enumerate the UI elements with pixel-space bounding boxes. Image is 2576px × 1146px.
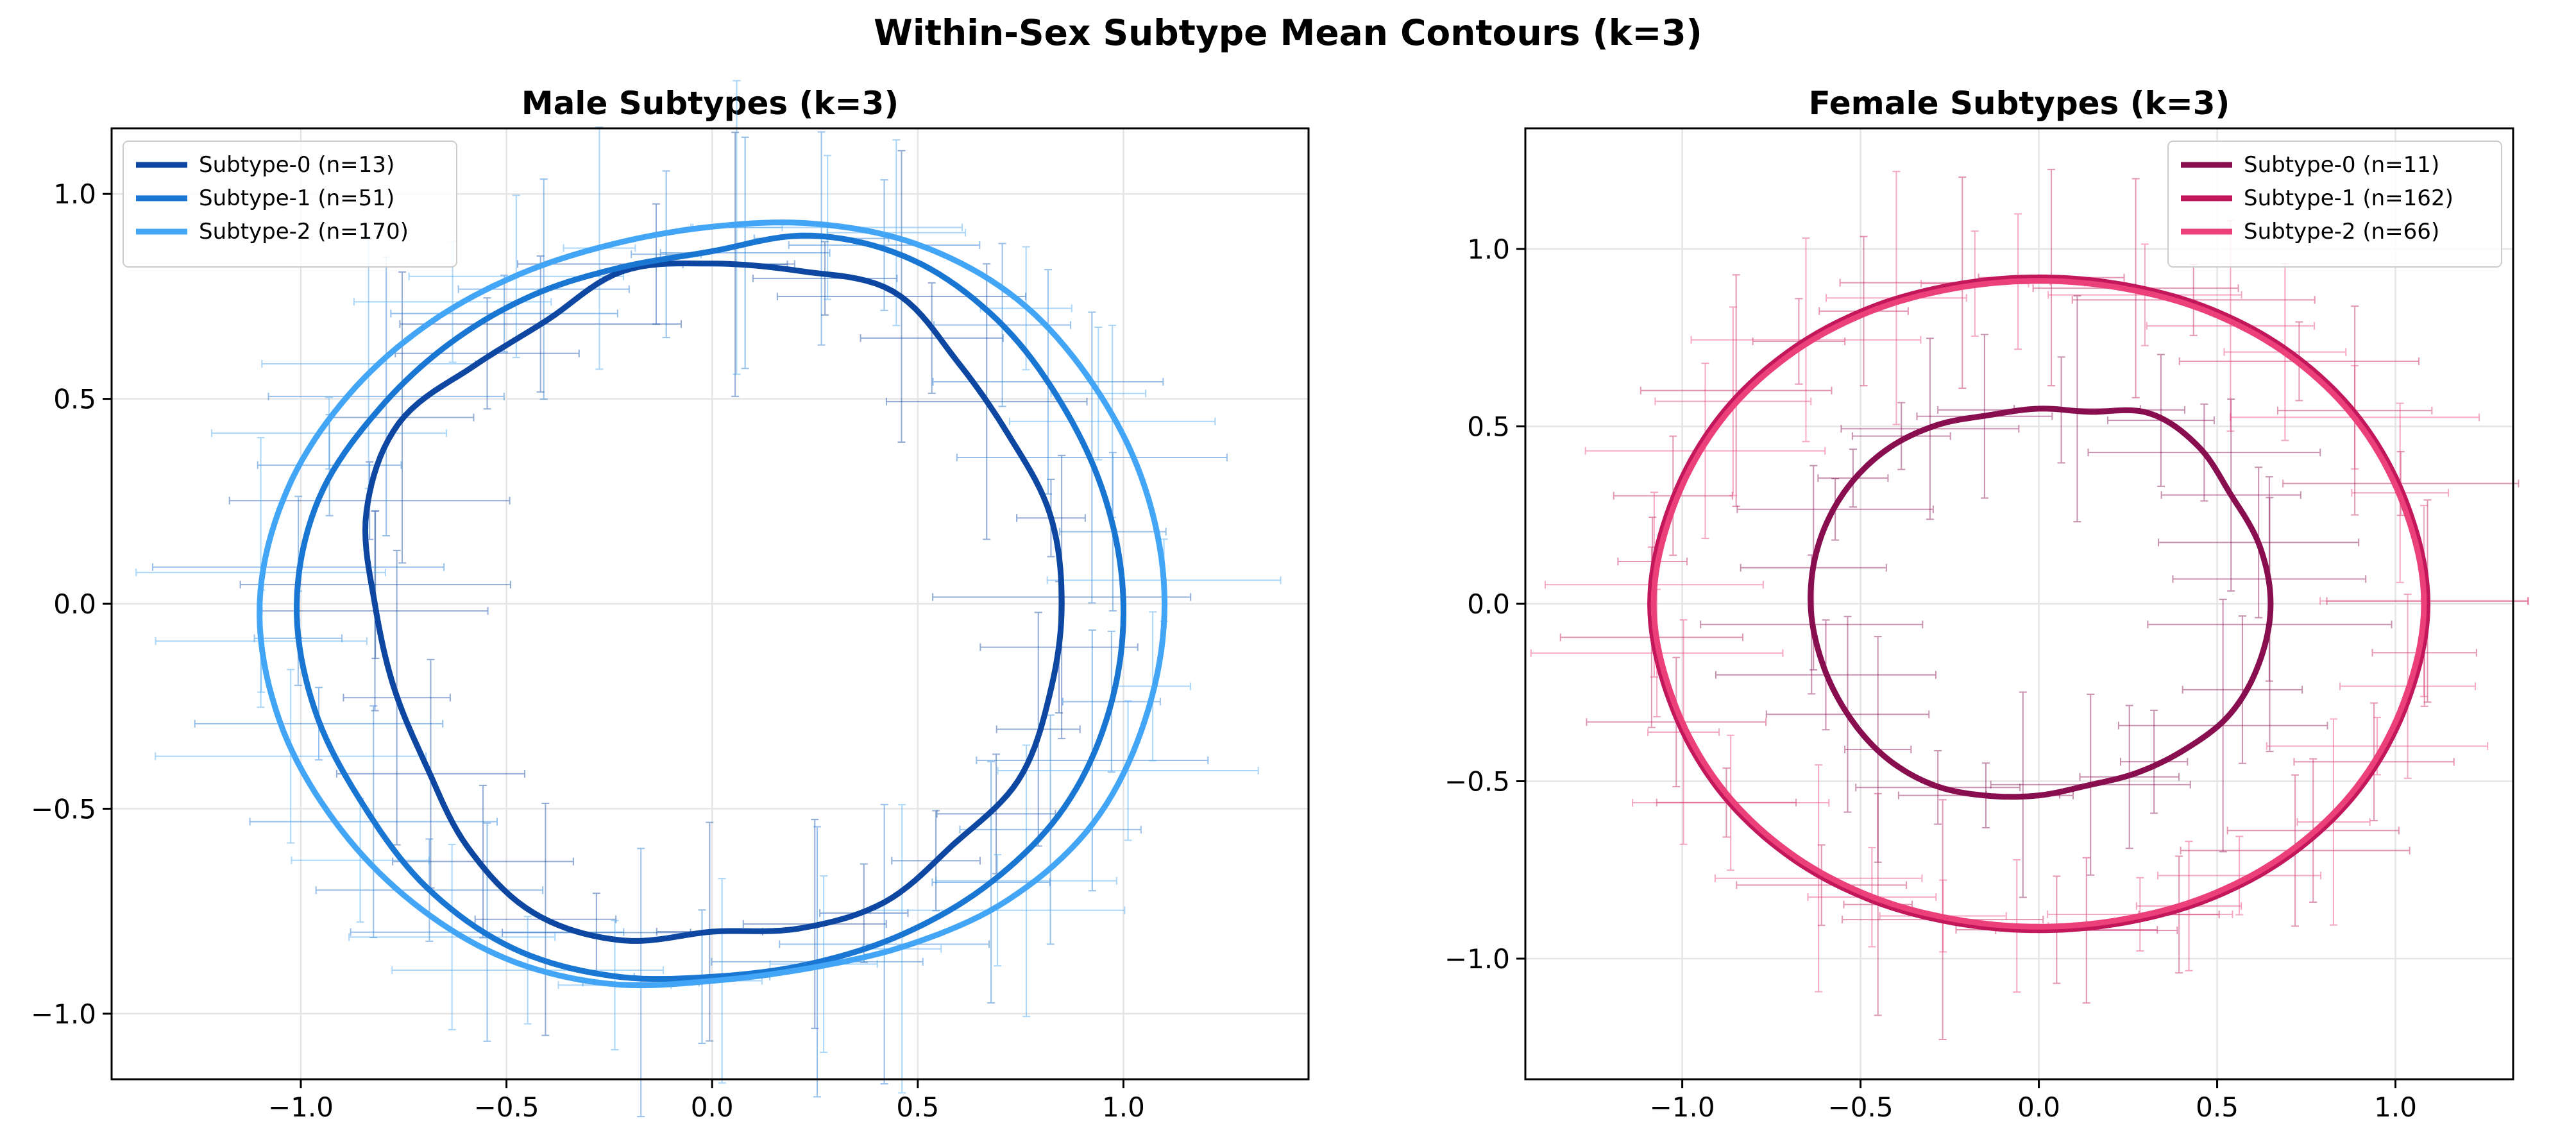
contour-series-2 [257,219,1168,989]
error-bar-horizontal [1640,386,1833,395]
axis-ticks: −1.0 −0.5 0.0 0.5 1.0 −1.0 −0.5 0.0 0.5 1.0 [1445,234,2417,1123]
y-tick-label: −0.5 [31,793,96,825]
error-bar-horizontal [2157,871,2322,880]
legend-label: Subtype-1 (n=51) [199,185,394,211]
error-bar-horizontal [348,933,556,941]
error-bar-vertical [287,669,295,844]
x-tick-label: −0.5 [474,1091,539,1123]
male-subtypes-panel: Male Subtypes (k=3) −1.0 −0.5 0.0 0.5 1.0−1.… [31,80,1310,1123]
error-bars [135,80,1282,1118]
error-bar-vertical [2219,599,2227,853]
error-bar-vertical [994,854,1002,967]
error-bar-horizontal [2117,721,2328,730]
legend-label: Subtype-1 (n=162) [2244,185,2453,211]
error-bar-horizontal [935,877,1117,885]
error-bar-vertical [1022,744,1031,1018]
error-bar-vertical [1897,402,1906,470]
x-tick-label: 0.0 [2017,1091,2060,1123]
error-bar-horizontal [291,856,430,864]
x-tick-label: 0.5 [896,1091,939,1123]
error-bar-horizontal [211,429,448,438]
legend-label: Subtype-2 (n=66) [2244,219,2439,244]
contour-series-0 [1808,406,2274,800]
error-bar-vertical [448,844,456,1031]
contour-series-1 [1647,274,2431,934]
legend: Subtype-0 (n=13) Subtype-1 (n=51) Subtype-… [123,141,457,268]
y-tick-label: −0.5 [1445,765,1510,797]
x-tick-label: 1.0 [1102,1091,1145,1123]
error-bar-vertical [479,784,487,939]
figure-title: Within-Sex Subtype Mean Contours (k=3) [874,12,1702,53]
error-bar-vertical [733,80,741,375]
error-bar-horizontal [267,392,505,400]
axis-ticks: −1.0 −0.5 0.0 0.5 1.0 −1.0 −0.5 0.0 0.5 1.0 [31,178,1145,1123]
error-bar-vertical [2175,855,2183,974]
x-tick-label: −1.0 [1650,1091,1715,1123]
error-bar-vertical [821,241,829,316]
error-bar-horizontal [239,581,511,589]
legend-label: Subtype-0 (n=11) [2244,152,2439,178]
legend-box [2167,141,2502,268]
error-bar-horizontal [860,334,1004,342]
error-bar-vertical [928,282,936,394]
error-bar-vertical [371,510,380,660]
error-bar-horizontal [2266,742,2489,750]
error-bar-horizontal [2182,685,2303,694]
error-bar-horizontal [390,309,618,318]
error-bar-horizontal [1851,432,1951,440]
contour-series-2 [1650,278,2427,930]
error-bar-vertical [1817,844,1826,927]
error-bar-horizontal [392,857,574,866]
male-panel-title: Male Subtypes (k=3) [521,85,899,122]
error-bar-horizontal [788,241,981,249]
error-bar-horizontal [1584,447,1826,455]
error-bar-vertical [500,274,509,353]
contours [1647,274,2431,934]
error-bars [1530,169,2529,1040]
error-bar-vertical [2150,709,2158,814]
y-tick-label: 1.0 [53,178,96,210]
contour-series-1 [294,232,1126,982]
y-tick-label: 0.5 [53,384,96,415]
x-tick-label: −0.5 [1828,1091,1894,1123]
error-bar-horizontal [391,966,665,974]
error-bar-vertical [2235,835,2244,916]
error-bar-horizontal [1736,881,1908,889]
y-tick-label: 0.5 [1467,411,1510,443]
y-tick-label: −1.0 [31,998,96,1030]
x-tick-label: 0.5 [2196,1091,2239,1123]
grid [1525,128,2513,1079]
error-bar-horizontal [1008,417,1216,425]
error-bar-vertical [1732,274,1740,507]
error-bar-horizontal [752,274,898,282]
y-tick-label: 1.0 [1467,234,1510,265]
legend: Subtype-0 (n=11) Subtype-1 (n=162) Subtype… [2167,141,2502,268]
legend-label: Subtype-2 (n=170) [199,219,409,244]
error-bar-vertical [741,136,749,370]
legend-label: Subtype-0 (n=13) [199,152,394,178]
y-tick-label: 0.0 [53,588,96,620]
legend-box [123,141,457,268]
x-tick-label: 0.0 [691,1091,734,1123]
error-bar-vertical [662,170,670,339]
error-bar-vertical [523,916,532,1025]
error-bar-horizontal [2119,758,2189,766]
x-tick-label: 1.0 [2374,1091,2417,1123]
female-subtypes-panel: Female Subtypes (k=3) −1.0 −0.5 0.0 0.5 1.0−… [1445,85,2529,1123]
error-bar-vertical [1701,363,1709,540]
y-tick-label: 0.0 [1467,588,1510,620]
contours [257,219,1168,989]
error-bar-vertical [2238,615,2246,764]
x-tick-label: −1.0 [268,1091,334,1123]
y-tick-label: −1.0 [1445,943,1510,975]
female-panel-title: Female Subtypes (k=3) [1809,85,2230,122]
error-bar-horizontal [2146,321,2316,330]
contour-series-0 [362,261,1065,944]
